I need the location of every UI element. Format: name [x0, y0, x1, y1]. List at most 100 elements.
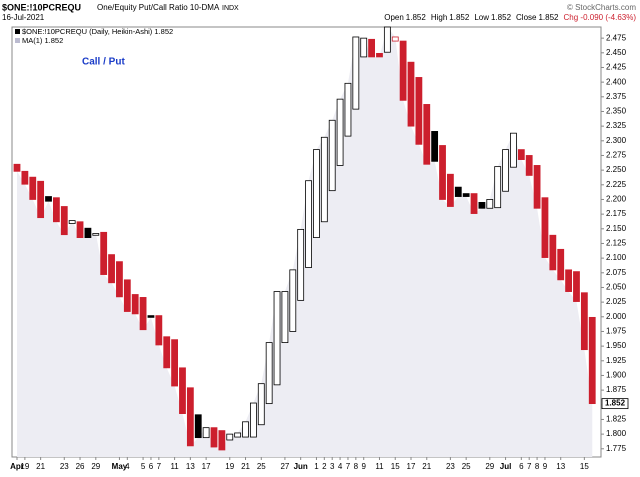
- candle-body: [218, 430, 226, 451]
- candle-body: [45, 196, 52, 202]
- candle-body: [517, 149, 525, 160]
- x-tick-label: 5: [141, 462, 146, 471]
- candle-body: [541, 197, 549, 258]
- candle-body: [336, 98, 344, 166]
- candle-body: [470, 193, 478, 214]
- candle-body: [226, 433, 234, 441]
- candle-body: [383, 26, 391, 53]
- x-tick-label: 7: [157, 462, 162, 471]
- candle-body: [131, 294, 139, 315]
- y-tick-label: 1.800: [606, 429, 627, 438]
- candle-body: [297, 228, 305, 301]
- candle-body: [391, 36, 399, 42]
- candle-body: [186, 387, 194, 447]
- candle-body: [549, 234, 557, 271]
- candle-body: [580, 292, 588, 351]
- x-tick-label: 29: [91, 462, 100, 471]
- candle-body: [415, 77, 423, 145]
- candle-body: [265, 342, 273, 405]
- candle-body: [281, 291, 289, 344]
- candle-body: [194, 414, 202, 439]
- candle-body: [147, 315, 155, 318]
- candle-body: [313, 149, 320, 239]
- candle-body: [565, 269, 572, 292]
- candle-body: [439, 145, 446, 200]
- candle-body: [68, 220, 76, 224]
- x-tick-label: 13: [186, 462, 195, 471]
- x-tick-label: Apr: [10, 462, 24, 471]
- x-tick-label: 15: [391, 462, 400, 471]
- legend-swatch: [15, 38, 20, 43]
- candle-body: [407, 61, 415, 127]
- x-tick-label: 9: [543, 462, 548, 471]
- candle-body: [37, 180, 45, 219]
- symbol: $ONE:!10PCREQU: [2, 2, 81, 12]
- y-tick-label: 1.925: [606, 356, 627, 365]
- candle-body: [320, 136, 328, 223]
- quote-label: Open: [384, 13, 404, 22]
- x-tick-label: 19: [225, 462, 234, 471]
- candle-body: [92, 233, 100, 236]
- legend-swatch: [15, 29, 20, 34]
- x-tick-label: 7: [346, 462, 351, 471]
- x-tick-label: 21: [36, 462, 45, 471]
- candle-body: [249, 402, 257, 438]
- candle-body: [478, 202, 486, 209]
- exchange: INDX: [222, 5, 239, 12]
- candle-body: [123, 279, 131, 312]
- candle-body: [305, 180, 312, 268]
- candle-body: [100, 231, 108, 275]
- candle-body: [29, 176, 37, 200]
- candle-body: [462, 193, 470, 197]
- x-tick-label: 1: [314, 462, 319, 471]
- y-tick-label: 2.100: [606, 253, 627, 262]
- y-tick-label: 1.825: [606, 415, 627, 424]
- x-tick-label: 19: [20, 462, 29, 471]
- candle-body: [289, 269, 297, 332]
- candle-body: [273, 291, 281, 386]
- candle-body: [202, 427, 210, 439]
- y-tick-label: 1.775: [606, 444, 627, 453]
- x-tick-label: 3: [330, 462, 335, 471]
- last-price: 1.852: [605, 399, 626, 408]
- candle-body: [21, 170, 29, 185]
- candle-body: [557, 248, 565, 281]
- x-tick-label: 25: [462, 462, 471, 471]
- y-tick-label: 2.400: [606, 77, 627, 86]
- candle-body: [257, 383, 265, 426]
- annotation: Call / Put: [82, 57, 125, 68]
- candle-body: [368, 38, 376, 58]
- quote-label: Low: [474, 13, 489, 22]
- candle-body: [376, 52, 383, 58]
- quote-value: 1.852: [491, 13, 512, 22]
- x-tick-label: 23: [446, 462, 455, 471]
- last-price-box: [601, 398, 629, 410]
- x-tick-label: May: [112, 462, 128, 471]
- ma-area: [17, 27, 593, 457]
- y-tick-label: 1.875: [606, 385, 627, 394]
- candle-body: [171, 339, 179, 387]
- y-tick-label: 2.475: [606, 33, 627, 42]
- description: One/Equity Put/Call Ratio 10-DMA: [97, 3, 220, 12]
- candle-body: [116, 261, 123, 298]
- quote-value: 1.852: [449, 13, 470, 22]
- candle-body: [210, 427, 218, 448]
- x-tick-label: 6: [149, 462, 154, 471]
- candle-body: [573, 271, 580, 302]
- quote: Open 1.852 High 1.852 Low 1.852 Close 1.852 Chg …: [384, 13, 636, 22]
- x-tick-label: 29: [485, 462, 494, 471]
- quote-label: Close: [516, 13, 537, 22]
- x-tick-label: 25: [257, 462, 266, 471]
- quote-label: High: [431, 13, 447, 22]
- y-tick-label: 2.350: [606, 107, 627, 116]
- quote-value: 1.852: [538, 13, 559, 22]
- y-tick-label: 2.200: [606, 195, 627, 204]
- x-tick-label: 8: [535, 462, 540, 471]
- y-tick-label: 2.275: [606, 151, 627, 160]
- candle-body: [179, 367, 186, 414]
- x-tick-label: 17: [202, 462, 211, 471]
- legend-entry: MA(1) 1.852: [22, 36, 63, 45]
- y-tick-label: 1.900: [606, 371, 627, 380]
- candle-body: [84, 227, 92, 239]
